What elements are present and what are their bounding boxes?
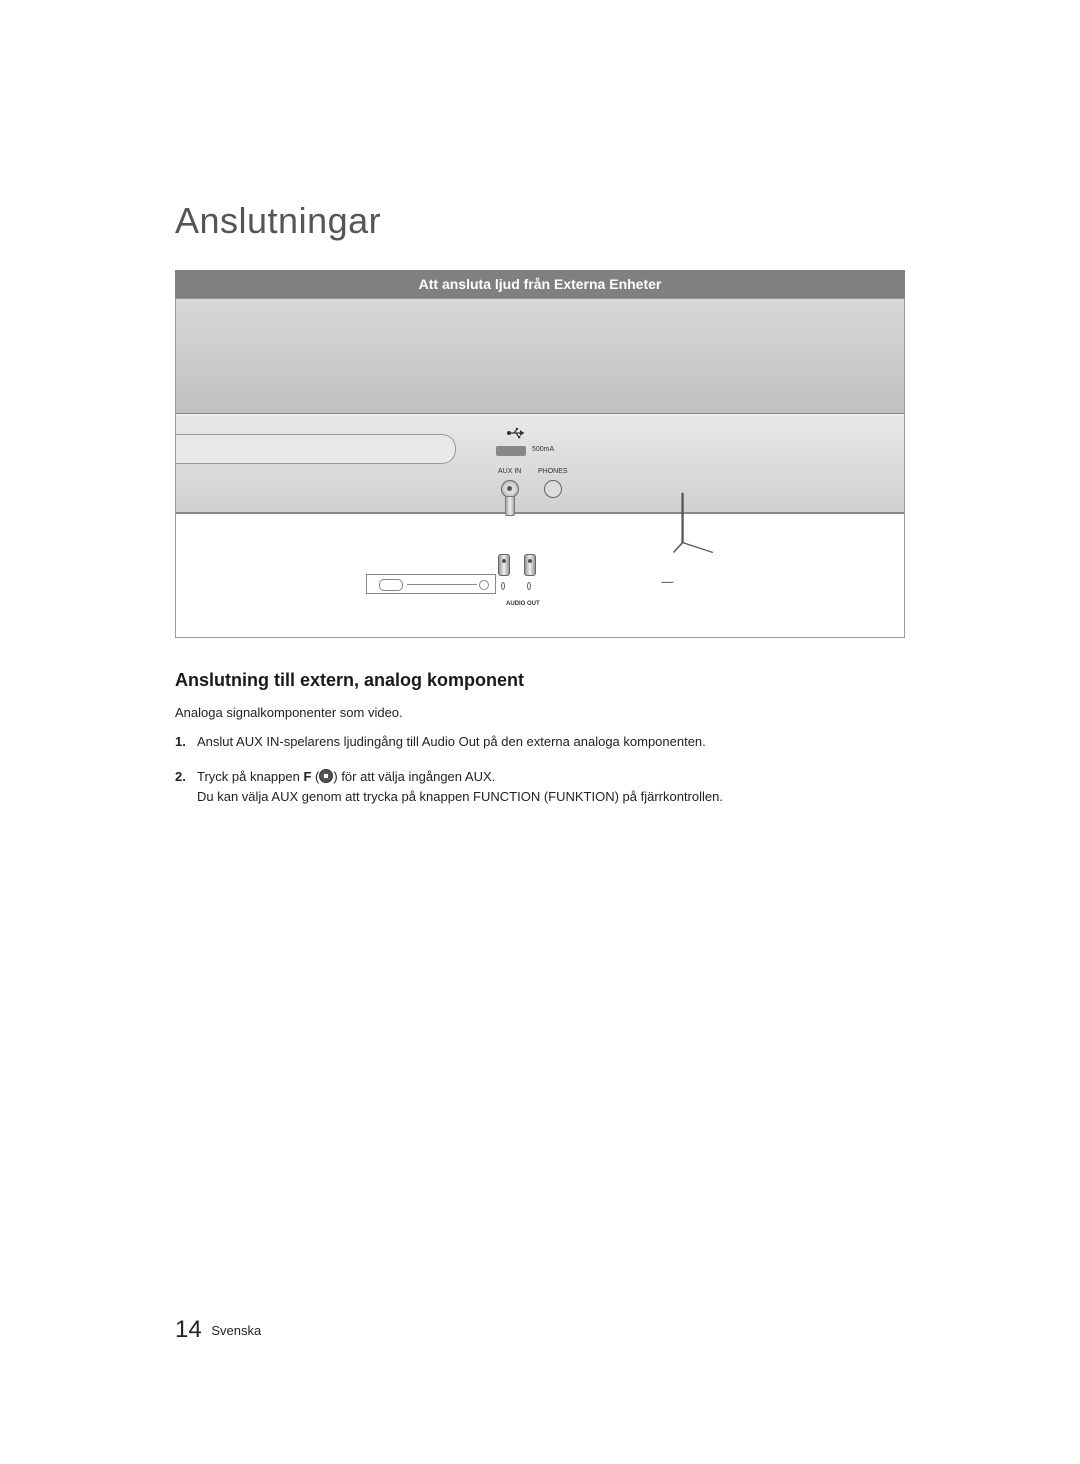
subsection-heading: Anslutning till extern, analog komponent (175, 670, 905, 691)
step-2-paren-open: ( (311, 769, 319, 784)
rca-plug-right (524, 554, 536, 582)
step-2-number: 2. (175, 767, 186, 788)
step-2-after-icon: ) för att välja ingången AUX. (333, 769, 495, 784)
step-2-prefix: Tryck på knappen (197, 769, 303, 784)
disc-slot (176, 434, 456, 464)
step-1: 1. Anslut AUX IN-spelarens ljudingång ti… (175, 732, 905, 753)
step-1-text: Anslut AUX IN-spelarens ljudingång till … (197, 734, 706, 749)
section-heading-bar: Att ansluta ljud från Externa Enheter (175, 270, 905, 298)
external-device (366, 574, 496, 594)
page-title: Anslutningar (175, 200, 905, 242)
audio-out-label: AUDIO OUT (506, 601, 540, 607)
aux-in-label: AUX IN (498, 468, 521, 475)
step-2: 2. Tryck på knappen F () för att välja i… (175, 767, 905, 809)
step-2-line2: Du kan välja AUX genom att trycka på kna… (197, 789, 723, 804)
page-number: 14 (175, 1316, 202, 1343)
step-1-number: 1. (175, 732, 186, 753)
usb-ma-label: 500mA (532, 446, 554, 453)
device-front-panel: 500mA AUX IN PHONES (176, 414, 904, 514)
connection-diagram: 500mA AUX IN PHONES AUDIO OUT (175, 298, 905, 638)
usb-icon (506, 426, 528, 440)
phones-jack (544, 480, 562, 498)
page-footer: 14 Svenska (175, 1316, 261, 1344)
footer-language: Svenska (211, 1323, 261, 1338)
rca-plug-left (498, 554, 510, 582)
stop-icon (319, 769, 333, 783)
phones-label: PHONES (538, 468, 568, 475)
usb-port (496, 446, 526, 456)
aux-plug (505, 496, 515, 516)
device-top-panel (176, 299, 904, 414)
intro-text: Analoga signalkomponenter som video. (175, 703, 905, 724)
